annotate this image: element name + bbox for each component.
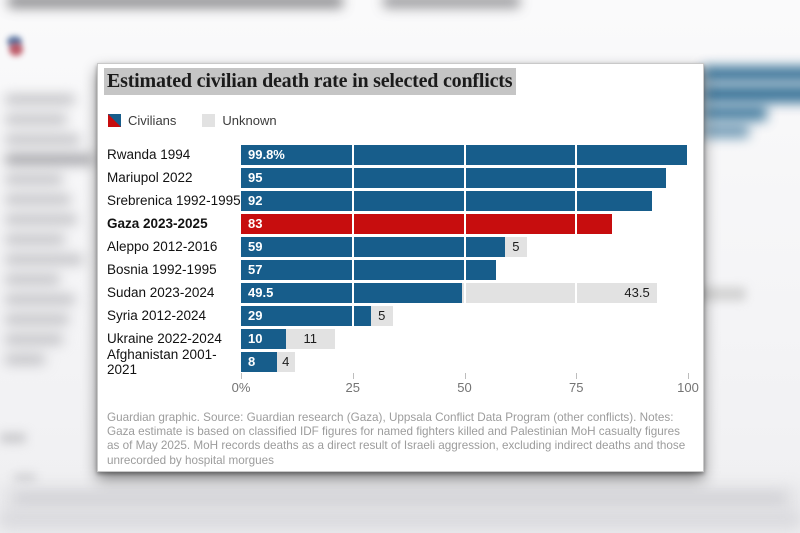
gridline-50 <box>463 143 466 373</box>
civilians-bar: 49.5 <box>241 282 463 303</box>
chart-row: Sudan 2023-2024 49.5 43.5 <box>107 281 697 304</box>
legend-unknown-label: Unknown <box>222 113 277 128</box>
civilians-bar: 92 <box>241 190 653 211</box>
unknown-bar: 4 <box>276 351 295 372</box>
background-text-line <box>5 155 93 164</box>
flag-icon <box>7 36 22 47</box>
axis-tick-mark <box>464 373 466 379</box>
background-text-line <box>5 175 63 184</box>
background-text-line <box>5 235 65 244</box>
background-right-bar <box>703 124 749 138</box>
unknown-bar: 5 <box>504 236 528 257</box>
civilians-swatch-icon <box>108 114 121 127</box>
background-text-line <box>5 115 67 124</box>
chart-row: Mariupol 2022 95 <box>107 166 697 189</box>
background-right-bar <box>703 85 800 103</box>
civilians-bar: 59 <box>241 236 505 257</box>
chart-title: Estimated civilian death rate in selecte… <box>104 68 517 95</box>
gridline-75 <box>575 143 578 373</box>
legend-item-unknown: Unknown <box>202 113 277 128</box>
background-left-margin-mark <box>14 474 36 483</box>
axis-tick-mark <box>352 373 354 379</box>
axis-tick-label: 0% <box>231 380 251 395</box>
background-text-line <box>5 335 63 344</box>
chart-row: Afghanistan 2001-2021 8 4 <box>107 347 697 377</box>
background-right-bar <box>703 66 800 82</box>
background-right-gray-blob <box>700 287 746 301</box>
bar-track: 57 <box>241 259 688 280</box>
chart-title-text: Estimated civilian death rate in selecte… <box>104 68 517 95</box>
background-right-bar <box>703 105 767 121</box>
row-label: Ukraine 2022-2024 <box>107 331 222 346</box>
bar-track: 29 5 <box>241 305 688 326</box>
chart-row: Syria 2012-2024 29 5 <box>107 304 697 327</box>
civilians-bar: 10 <box>241 328 286 349</box>
axis-tick-mark <box>576 373 578 379</box>
row-label: Srebrenica 1992-1995 <box>107 193 241 208</box>
row-label: Bosnia 1992-1995 <box>107 262 217 277</box>
gaza-civilians-bar: 83 <box>241 213 612 234</box>
background-text-line <box>5 255 83 264</box>
background-text-line <box>5 95 75 104</box>
background-top-text-strip <box>8 0 343 8</box>
background-text-line <box>5 315 69 324</box>
chart-row: Gaza 2023-2025 83 <box>107 212 697 235</box>
chart-row: Bosnia 1992-1995 57 <box>107 258 697 281</box>
background-top-text-strip-2 <box>383 0 520 8</box>
background-bottom-text-row <box>0 513 800 525</box>
background-text-line <box>5 215 77 224</box>
chart-row: Aleppo 2012-2016 59 5 <box>107 235 697 258</box>
bar-track: 95 <box>241 167 688 188</box>
unknown-bar: 5 <box>370 305 393 326</box>
row-label: Mariupol 2022 <box>107 170 193 185</box>
axis-tick-label: 50 <box>457 380 472 395</box>
row-label: Gaza 2023-2025 <box>107 216 208 231</box>
chart-row: Srebrenica 1992-1995 92 <box>107 189 697 212</box>
gridline-25 <box>351 143 354 373</box>
civilians-bar: 29 <box>241 305 371 326</box>
bar-track: 10 11 <box>241 328 688 349</box>
legend-item-civilians: Civilians <box>108 113 176 128</box>
chart-rows: Rwanda 1994 99.8% Mariupol 2022 95 Srebrenic… <box>107 143 697 377</box>
background-text-line <box>5 275 60 284</box>
row-label: Rwanda 1994 <box>107 147 191 162</box>
legend: Civilians Unknown <box>108 113 277 128</box>
background-bottom-text-row <box>15 492 785 505</box>
x-axis: 0% 25 50 75 100 <box>232 373 699 399</box>
background-text-line <box>5 355 45 364</box>
source-note: Guardian graphic. Source: Guardian resea… <box>107 411 686 467</box>
background-text-line <box>5 195 71 204</box>
chart-row: Rwanda 1994 99.8% <box>107 143 697 166</box>
flag-icon-red <box>9 43 23 56</box>
unknown-bar: 43.5 <box>462 282 657 303</box>
chart-row: Ukraine 2022-2024 10 11 <box>107 327 697 350</box>
civilians-bar: 57 <box>241 259 496 280</box>
row-label: Afghanistan 2001-2021 <box>107 346 217 377</box>
axis-tick-label: 25 <box>345 380 360 395</box>
legend-civilians-label: Civilians <box>128 113 177 128</box>
row-label: Syria 2012-2024 <box>107 308 207 323</box>
axis-tick-mark <box>241 373 242 379</box>
background-left-margin-mark <box>0 433 26 443</box>
axis-tick-mark <box>688 373 689 379</box>
axis-tick-label: 75 <box>569 380 584 395</box>
civilians-bar: 8 <box>241 351 277 372</box>
bar-track: 59 5 <box>241 236 688 257</box>
background-text-line <box>5 295 75 304</box>
civilians-bar: 95 <box>241 167 666 188</box>
background-text-line <box>5 135 80 144</box>
axis-tick-label: 100 <box>677 380 699 395</box>
row-label: Sudan 2023-2024 <box>107 285 215 300</box>
chart-card: Estimated civilian death rate in selecte… <box>97 63 704 472</box>
bar-track: 92 <box>241 190 688 211</box>
bar-track: 83 <box>241 213 688 234</box>
unknown-bar: 11 <box>285 328 335 349</box>
row-label: Aleppo 2012-2016 <box>107 239 218 254</box>
bar-track: 49.5 43.5 <box>241 282 688 303</box>
unknown-swatch-icon <box>202 114 216 127</box>
